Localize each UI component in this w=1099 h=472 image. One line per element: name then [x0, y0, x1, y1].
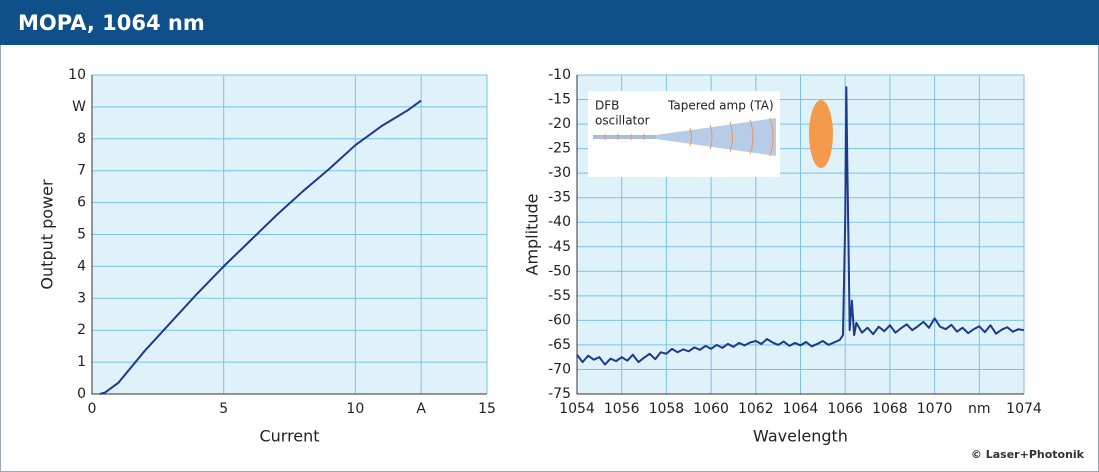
y-tick-label: 6: [77, 195, 86, 211]
taper: [656, 118, 776, 156]
x-tick-label: 1068: [872, 401, 908, 417]
y-tick-label: -10: [548, 67, 571, 83]
x-tick-label: nm: [968, 401, 991, 417]
x-tick-label: 1054: [559, 401, 595, 417]
y-tick-label: 1: [77, 354, 86, 370]
credit: © Laser+Photonik: [971, 448, 1085, 461]
y-tick-label: -60: [548, 312, 571, 328]
x-tick-label: 10: [346, 401, 364, 417]
grating: [604, 134, 645, 140]
y-tick-label: 8: [77, 131, 86, 147]
x-axis-label: Wavelength: [753, 427, 848, 446]
y-axis-label: Amplitude: [523, 194, 542, 276]
y-tick-label: -55: [548, 288, 571, 304]
wavefronts: [689, 117, 774, 157]
x-tick-label: 1058: [649, 401, 685, 417]
header-title: MOPA, 1064 nm: [18, 11, 205, 35]
x-tick-label: 1056: [604, 401, 640, 417]
x-tick-label: 1060: [693, 401, 729, 417]
y-tick-label: -75: [548, 386, 571, 402]
y-tick-label: -35: [548, 190, 571, 206]
x-tick-label: 1064: [783, 401, 819, 417]
data-line: [99, 99, 422, 395]
x-tick-label: 1062: [738, 401, 774, 417]
data-line: [576, 86, 1025, 366]
y-tick-label: -70: [548, 361, 571, 377]
axes: [576, 75, 1024, 395]
inset-label: DFB: [595, 99, 619, 113]
inset-label: Tapered amp (TA): [667, 99, 774, 113]
y-tick-label: 0: [77, 386, 86, 402]
axes: [91, 75, 487, 395]
x-tick-label: 1074: [1006, 401, 1042, 417]
y-tick-label: -45: [548, 239, 571, 255]
x-axis-label: Current: [259, 427, 319, 446]
x-tick-label: 5: [219, 401, 228, 417]
y-tick-label: -65: [548, 337, 571, 353]
y-tick-label: 5: [77, 227, 86, 243]
inset-label: oscillator: [595, 114, 650, 128]
y-tick-label: 7: [77, 163, 86, 179]
header-bar: [0, 0, 1099, 45]
x-tick-label: 1066: [827, 401, 863, 417]
beam-spot: [809, 100, 833, 168]
y-tick-label: -25: [548, 141, 571, 157]
y-tick-label: -20: [548, 116, 571, 132]
y-tick-label: -15: [548, 92, 571, 108]
y-tick-label: W: [72, 99, 86, 115]
y-tick-label: 10: [68, 67, 86, 83]
y-tick-label: -40: [548, 214, 571, 230]
x-tick-label: 15: [478, 401, 496, 417]
inset: DFB oscillator Tapered amp (TA): [588, 91, 833, 177]
y-tick-label: -30: [548, 165, 571, 181]
x-tick-label: 0: [88, 401, 97, 417]
y-tick-label: 4: [77, 258, 86, 274]
x-tick-label: A: [416, 401, 426, 417]
y-axis-label: Output power: [38, 179, 57, 290]
x-tick-label: 1070: [917, 401, 953, 417]
y-tick-label: -50: [548, 263, 571, 279]
y-tick-label: 2: [77, 322, 86, 338]
y-tick-label: 3: [77, 290, 86, 306]
